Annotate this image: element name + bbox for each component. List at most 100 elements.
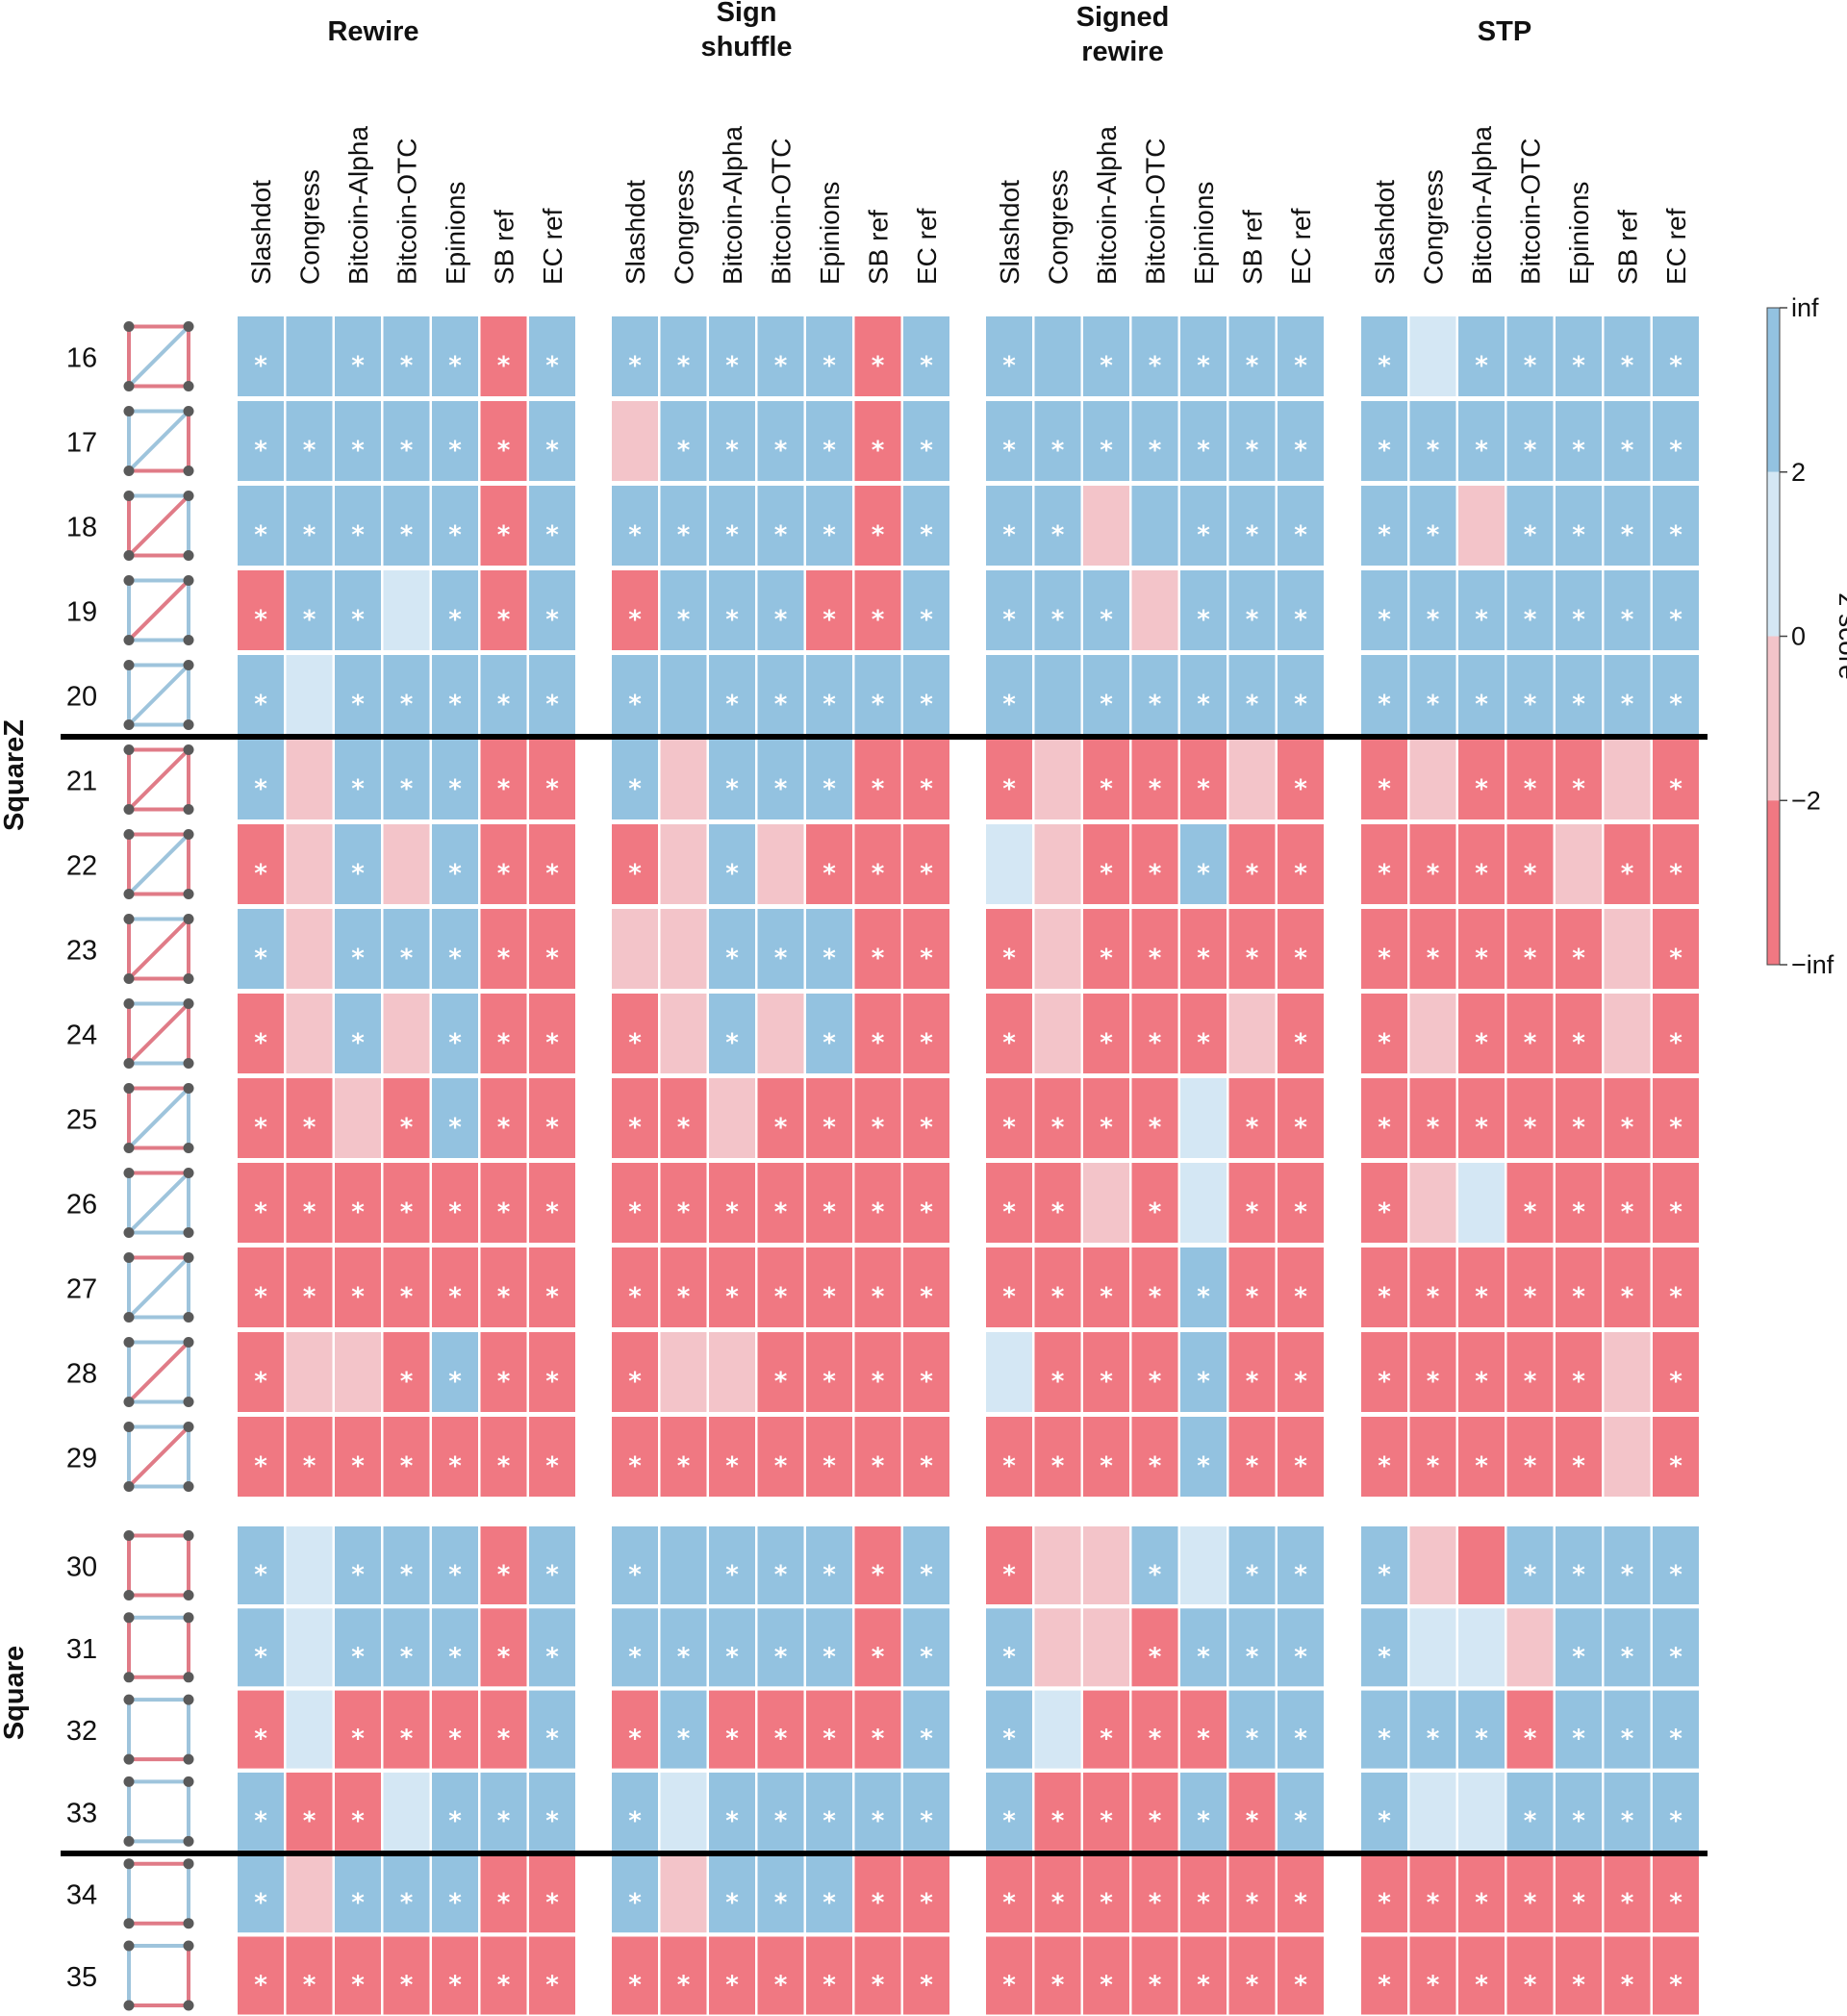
heatmap-cell <box>1278 1772 1324 1851</box>
heatmap-cell <box>1556 1690 1602 1769</box>
column-label: EC ref <box>1661 208 1691 285</box>
significance-star: * <box>1572 1452 1585 1481</box>
heatmap-cell <box>709 1247 755 1327</box>
significance-star: * <box>497 691 511 719</box>
heatmap-cell <box>1653 1936 1699 2015</box>
heatmap-cell <box>986 1854 1032 1933</box>
heatmap-cell <box>1556 1608 1602 1687</box>
heatmap-cell <box>1604 1078 1651 1158</box>
row-label: 33 <box>66 1798 97 1828</box>
heatmap-cell <box>1409 1078 1456 1158</box>
significance-star: * <box>1002 352 1016 381</box>
heatmap-cell <box>806 1247 852 1327</box>
significance-star: * <box>448 606 462 635</box>
significance-star: * <box>254 691 267 719</box>
motif-icon <box>123 1530 194 1600</box>
heatmap-cell <box>1278 1608 1324 1687</box>
significance-star: * <box>1524 521 1537 550</box>
heatmap-cell <box>612 486 658 566</box>
heatmap-cell <box>1180 486 1227 566</box>
significance-star: * <box>1246 1643 1259 1672</box>
heatmap-cell <box>806 740 852 819</box>
significance-star: * <box>872 860 885 889</box>
heatmap-cell <box>1556 401 1602 481</box>
significance-star: * <box>1246 1198 1259 1227</box>
significance-star: * <box>351 691 365 719</box>
heatmap-cell <box>480 486 527 566</box>
significance-star: * <box>1100 437 1113 466</box>
significance-star: * <box>400 437 414 466</box>
significance-star: * <box>628 1643 642 1672</box>
heatmap-cell <box>529 486 575 566</box>
heatmap-cell <box>709 909 755 989</box>
significance-star: * <box>1002 1643 1016 1672</box>
heatmap-cell <box>1034 1526 1081 1604</box>
heatmap-cell <box>1653 1854 1699 1933</box>
heatmap-cell <box>709 1936 755 2015</box>
heatmap-cell <box>1604 316 1651 396</box>
heatmap-cell <box>1083 1854 1129 1933</box>
heatmap-cell <box>903 1854 949 1933</box>
significance-star: * <box>1427 1889 1440 1918</box>
significance-star: * <box>400 1971 414 2000</box>
column-label: Epinions <box>441 182 470 285</box>
significance-star: * <box>497 352 511 381</box>
heatmap-cell <box>432 1078 478 1158</box>
significance-star: * <box>920 437 933 466</box>
row-label: 27 <box>66 1274 97 1305</box>
heatmap-cell <box>1506 1163 1554 1243</box>
significance-star: * <box>1621 1561 1634 1590</box>
significance-star: * <box>1002 1971 1016 2000</box>
heatmap-cell <box>612 909 658 989</box>
significance-star: * <box>1197 1368 1210 1397</box>
heatmap-cell <box>238 570 284 650</box>
heatmap-cell <box>757 486 804 566</box>
heatmap-cell <box>1228 740 1276 819</box>
significance-star: * <box>351 945 365 973</box>
significance-star: * <box>448 1029 462 1058</box>
significance-star: * <box>920 691 933 719</box>
heatmap-cell <box>1228 1936 1276 2015</box>
heatmap-cell <box>1409 994 1456 1073</box>
significance-star: * <box>1378 1198 1391 1227</box>
significance-star: * <box>822 521 836 550</box>
heatmap-cell <box>612 1078 658 1158</box>
significance-star: * <box>497 775 511 804</box>
significance-star: * <box>1427 521 1440 550</box>
row-label: 19 <box>66 597 97 628</box>
significance-star: * <box>351 1283 365 1312</box>
heatmap-cell <box>335 740 381 819</box>
heatmap-cell <box>1506 1526 1554 1604</box>
colorbar-tick-label: 2 <box>1791 458 1806 487</box>
heatmap-cell <box>1131 655 1178 735</box>
significance-star: * <box>872 775 885 804</box>
significance-star: * <box>1621 691 1634 719</box>
heatmap-cell <box>1131 486 1178 566</box>
heatmap-cell <box>1458 740 1505 819</box>
significance-star: * <box>1621 1283 1634 1312</box>
row-label: 34 <box>66 1880 97 1911</box>
heatmap-cell <box>854 1163 901 1243</box>
significance-star: * <box>545 1029 559 1058</box>
heatmap-cell <box>1409 1608 1456 1687</box>
significance-star: * <box>545 1725 559 1753</box>
significance-star: * <box>1149 860 1162 889</box>
significance-star: * <box>1197 1643 1210 1672</box>
heatmap-cell <box>757 1936 804 2015</box>
heatmap-cell <box>529 1078 575 1158</box>
significance-star: * <box>725 1452 739 1481</box>
significance-star: * <box>1378 860 1391 889</box>
column-label: SB ref <box>864 210 894 285</box>
significance-star: * <box>725 1561 739 1590</box>
significance-star: * <box>497 1283 511 1312</box>
heatmap-cell <box>529 1247 575 1327</box>
heatmap-cell <box>1604 1936 1651 2015</box>
significance-star: * <box>351 606 365 635</box>
heatmap-cell <box>903 1936 949 2015</box>
heatmap-cell <box>1653 1608 1699 1687</box>
significance-star: * <box>351 1971 365 2000</box>
significance-star: * <box>677 521 691 550</box>
heatmap-cell <box>1228 1417 1276 1497</box>
significance-star: * <box>1100 1452 1113 1481</box>
heatmap-cell <box>286 740 333 819</box>
